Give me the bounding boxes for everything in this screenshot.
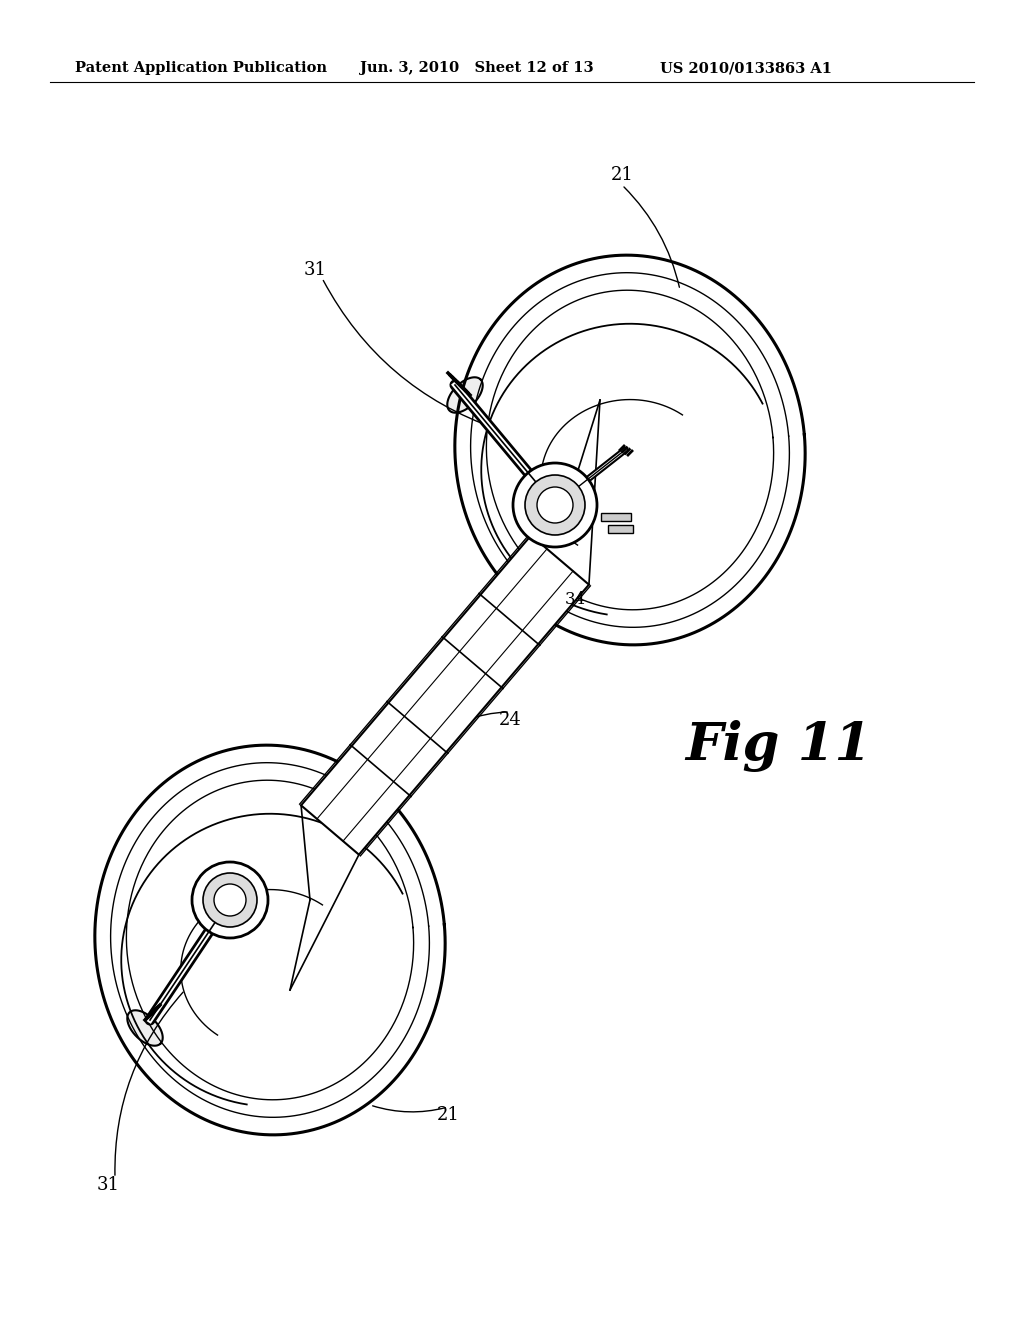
Circle shape [513,463,597,546]
Polygon shape [455,255,805,645]
Circle shape [214,884,246,916]
Text: 34: 34 [564,591,586,609]
Polygon shape [447,378,482,413]
Circle shape [203,873,257,927]
Circle shape [525,475,585,535]
Text: Patent Application Publication: Patent Application Publication [75,61,327,75]
Text: Fig 11: Fig 11 [685,719,871,772]
Text: Jun. 3, 2010   Sheet 12 of 13: Jun. 3, 2010 Sheet 12 of 13 [360,61,594,75]
Text: 31: 31 [303,261,327,279]
Polygon shape [127,1010,163,1045]
Text: 24: 24 [499,711,521,729]
Polygon shape [95,746,445,1135]
Text: 31: 31 [96,1176,120,1195]
Circle shape [537,487,573,523]
Circle shape [193,862,268,939]
FancyBboxPatch shape [608,525,633,533]
Text: US 2010/0133863 A1: US 2010/0133863 A1 [660,61,831,75]
FancyBboxPatch shape [601,513,631,521]
Text: 21: 21 [436,1106,460,1125]
Text: 21: 21 [610,166,634,183]
Polygon shape [301,536,589,854]
